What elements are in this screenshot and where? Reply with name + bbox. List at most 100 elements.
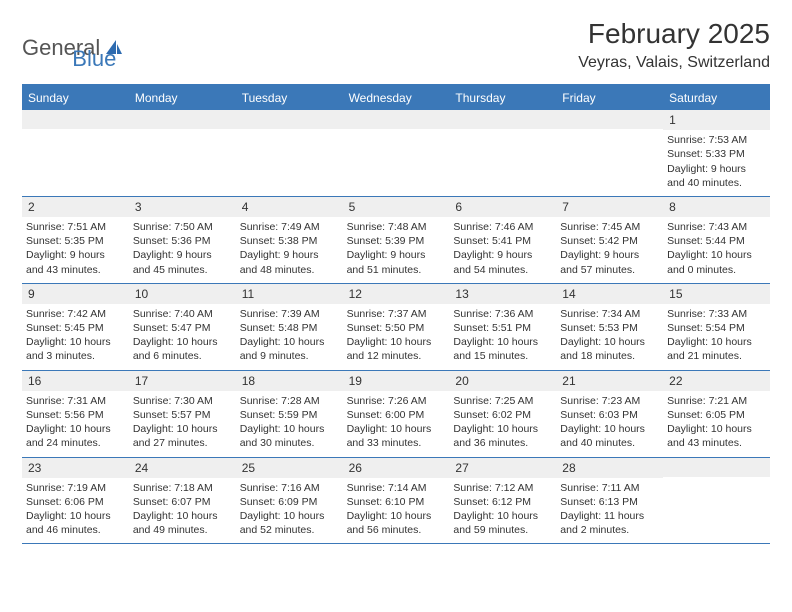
sunrise-text: Sunrise: 7:12 AM	[453, 481, 552, 495]
day-cell: 12Sunrise: 7:37 AMSunset: 5:50 PMDayligh…	[343, 284, 450, 370]
daylight2-text: and 59 minutes.	[453, 523, 552, 537]
daylight2-text: and 52 minutes.	[240, 523, 339, 537]
sunset-text: Sunset: 5:50 PM	[347, 321, 446, 335]
sunset-text: Sunset: 5:47 PM	[133, 321, 232, 335]
daylight2-text: and 40 minutes.	[560, 436, 659, 450]
sunrise-text: Sunrise: 7:25 AM	[453, 394, 552, 408]
week-row: 23Sunrise: 7:19 AMSunset: 6:06 PMDayligh…	[22, 458, 770, 545]
sunset-text: Sunset: 5:41 PM	[453, 234, 552, 248]
empty-cell	[236, 110, 343, 196]
day-header-cell: Sunday	[22, 86, 129, 110]
day-cell: 7 Sunrise: 7:45 AMSunset: 5:42 PMDaylight…	[556, 197, 663, 283]
week-row: 2Sunrise: 7:51 AMSunset: 5:35 PMDaylight…	[22, 197, 770, 284]
day-header-cell: Thursday	[449, 86, 556, 110]
daylight1-text: Daylight: 10 hours	[560, 335, 659, 349]
day-number	[22, 110, 129, 129]
title-block: February 2025 Veyras, Valais, Switzerlan…	[578, 18, 770, 72]
sunset-text: Sunset: 5:38 PM	[240, 234, 339, 248]
sunrise-text: Sunrise: 7:39 AM	[240, 307, 339, 321]
daylight1-text: Daylight: 9 hours	[667, 162, 766, 176]
sunrise-text: Sunrise: 7:43 AM	[667, 220, 766, 234]
day-cell: 21Sunrise: 7:23 AMSunset: 6:03 PMDayligh…	[556, 371, 663, 457]
sunset-text: Sunset: 6:05 PM	[667, 408, 766, 422]
day-number	[556, 110, 663, 129]
sunset-text: Sunset: 5:45 PM	[26, 321, 125, 335]
day-number: 18	[236, 371, 343, 391]
daylight1-text: Daylight: 9 hours	[560, 248, 659, 262]
sunrise-text: Sunrise: 7:21 AM	[667, 394, 766, 408]
day-cell: 22Sunrise: 7:21 AMSunset: 6:05 PMDayligh…	[663, 371, 770, 457]
empty-cell	[129, 110, 236, 196]
day-cell: 5 Sunrise: 7:48 AMSunset: 5:39 PMDaylight…	[343, 197, 450, 283]
day-number: 17	[129, 371, 236, 391]
daylight1-text: Daylight: 10 hours	[26, 509, 125, 523]
sunset-text: Sunset: 6:10 PM	[347, 495, 446, 509]
day-header-cell: Monday	[129, 86, 236, 110]
sunset-text: Sunset: 6:12 PM	[453, 495, 552, 509]
day-number: 6	[449, 197, 556, 217]
sunset-text: Sunset: 5:36 PM	[133, 234, 232, 248]
day-cell: 16Sunrise: 7:31 AMSunset: 5:56 PMDayligh…	[22, 371, 129, 457]
day-cell: 4Sunrise: 7:49 AMSunset: 5:38 PMDaylight…	[236, 197, 343, 283]
daylight2-text: and 3 minutes.	[26, 349, 125, 363]
sunset-text: Sunset: 5:53 PM	[560, 321, 659, 335]
daylight2-text: and 57 minutes.	[560, 263, 659, 277]
sunrise-text: Sunrise: 7:28 AM	[240, 394, 339, 408]
day-number: 26	[343, 458, 450, 478]
day-cell: 3Sunrise: 7:50 AMSunset: 5:36 PMDaylight…	[129, 197, 236, 283]
daylight2-text: and 43 minutes.	[26, 263, 125, 277]
week-row: 9Sunrise: 7:42 AMSunset: 5:45 PMDaylight…	[22, 284, 770, 371]
sunset-text: Sunset: 5:51 PM	[453, 321, 552, 335]
day-cell: 18Sunrise: 7:28 AMSunset: 5:59 PMDayligh…	[236, 371, 343, 457]
day-number: 11	[236, 284, 343, 304]
day-number	[343, 110, 450, 129]
day-header-row: SundayMondayTuesdayWednesdayThursdayFrid…	[22, 86, 770, 110]
daylight2-text: and 21 minutes.	[667, 349, 766, 363]
day-number: 5	[343, 197, 450, 217]
day-number: 23	[22, 458, 129, 478]
location-text: Veyras, Valais, Switzerland	[578, 54, 770, 72]
sunrise-text: Sunrise: 7:40 AM	[133, 307, 232, 321]
day-header-cell: Tuesday	[236, 86, 343, 110]
daylight1-text: Daylight: 10 hours	[240, 422, 339, 436]
sunrise-text: Sunrise: 7:45 AM	[560, 220, 659, 234]
sunrise-text: Sunrise: 7:48 AM	[347, 220, 446, 234]
daylight2-text: and 54 minutes.	[453, 263, 552, 277]
sunset-text: Sunset: 5:42 PM	[560, 234, 659, 248]
daylight2-text: and 2 minutes.	[560, 523, 659, 537]
sunrise-text: Sunrise: 7:19 AM	[26, 481, 125, 495]
daylight1-text: Daylight: 11 hours	[560, 509, 659, 523]
day-number: 7	[556, 197, 663, 217]
daylight2-text: and 36 minutes.	[453, 436, 552, 450]
day-number: 24	[129, 458, 236, 478]
daylight2-text: and 40 minutes.	[667, 176, 766, 190]
header: General Blue February 2025 Veyras, Valai…	[22, 18, 770, 72]
daylight1-text: Daylight: 10 hours	[667, 335, 766, 349]
daylight1-text: Daylight: 10 hours	[560, 422, 659, 436]
daylight1-text: Daylight: 9 hours	[347, 248, 446, 262]
day-number: 21	[556, 371, 663, 391]
day-cell: 10Sunrise: 7:40 AMSunset: 5:47 PMDayligh…	[129, 284, 236, 370]
daylight2-text: and 0 minutes.	[667, 263, 766, 277]
sunrise-text: Sunrise: 7:33 AM	[667, 307, 766, 321]
daylight2-text: and 12 minutes.	[347, 349, 446, 363]
day-number: 19	[343, 371, 450, 391]
sunset-text: Sunset: 5:39 PM	[347, 234, 446, 248]
day-number	[236, 110, 343, 129]
daylight1-text: Daylight: 10 hours	[347, 509, 446, 523]
daylight2-text: and 48 minutes.	[240, 263, 339, 277]
daylight1-text: Daylight: 10 hours	[26, 422, 125, 436]
day-cell: 20Sunrise: 7:25 AMSunset: 6:02 PMDayligh…	[449, 371, 556, 457]
daylight1-text: Daylight: 10 hours	[453, 509, 552, 523]
daylight2-text: and 45 minutes.	[133, 263, 232, 277]
daylight1-text: Daylight: 10 hours	[453, 335, 552, 349]
day-cell: 14Sunrise: 7:34 AMSunset: 5:53 PMDayligh…	[556, 284, 663, 370]
sunset-text: Sunset: 5:35 PM	[26, 234, 125, 248]
day-number: 27	[449, 458, 556, 478]
sunset-text: Sunset: 6:06 PM	[26, 495, 125, 509]
sunset-text: Sunset: 5:33 PM	[667, 147, 766, 161]
sunset-text: Sunset: 6:07 PM	[133, 495, 232, 509]
daylight2-text: and 18 minutes.	[560, 349, 659, 363]
sunset-text: Sunset: 6:03 PM	[560, 408, 659, 422]
day-cell: 28Sunrise: 7:11 AMSunset: 6:13 PMDayligh…	[556, 458, 663, 544]
